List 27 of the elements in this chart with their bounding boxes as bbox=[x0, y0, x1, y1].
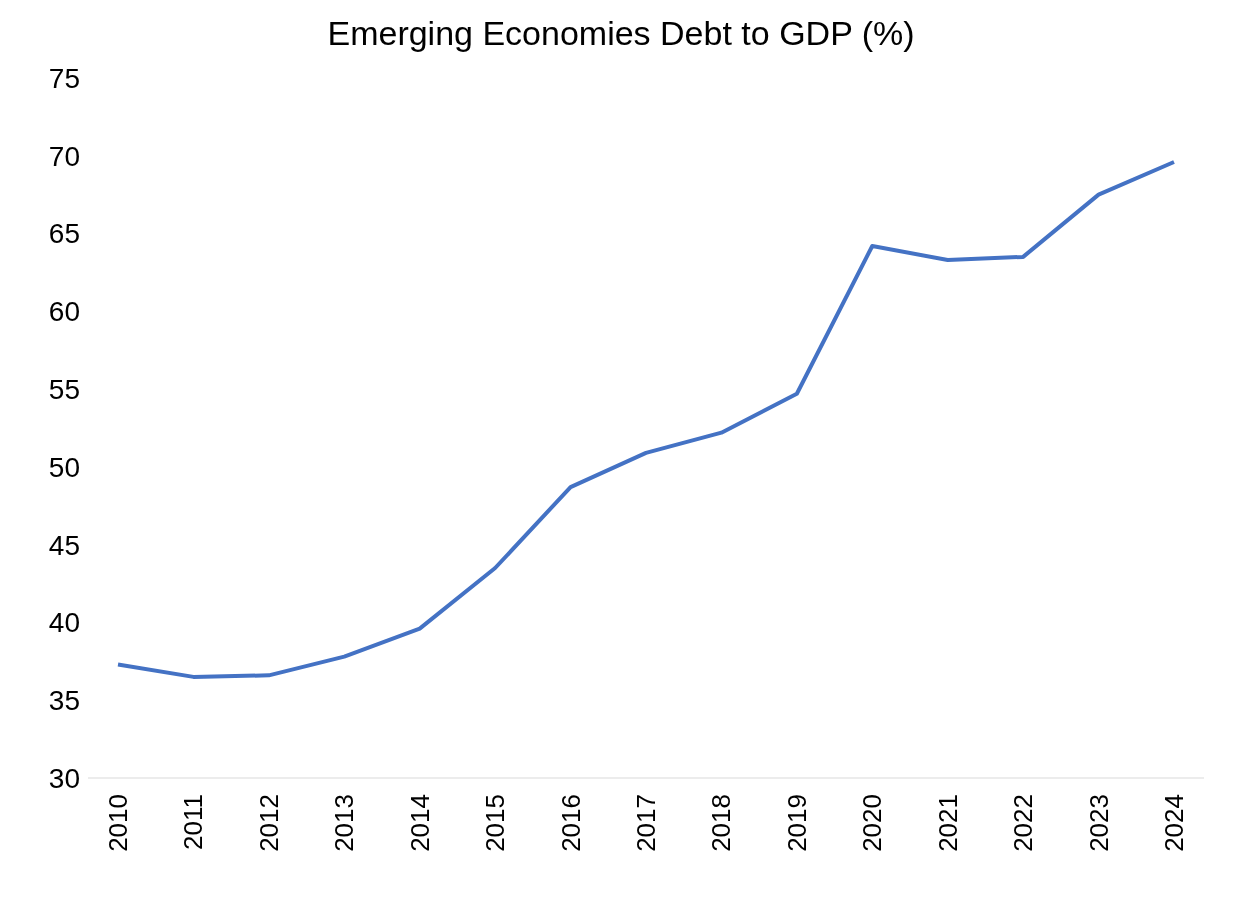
line-series bbox=[116, 160, 1176, 679]
x-tick-label: 2014 bbox=[404, 794, 435, 852]
x-tick-label: 2019 bbox=[781, 794, 812, 852]
x-tick-label: 2010 bbox=[103, 794, 133, 852]
y-tick-label: 60 bbox=[48, 296, 80, 328]
y-tick-label: 70 bbox=[48, 140, 80, 172]
chart-title: Emerging Economies Debt to GDP (%) bbox=[326, 13, 916, 54]
x-tick-label: 2023 bbox=[1083, 794, 1114, 852]
x-tick-label: 2021 bbox=[932, 794, 963, 852]
y-tick-label: 55 bbox=[48, 374, 80, 406]
x-tick-label: 2017 bbox=[631, 794, 661, 852]
y-tick-label: 50 bbox=[48, 451, 80, 483]
y-tick-label: 75 bbox=[48, 62, 80, 94]
x-tick-label: 2024 bbox=[1159, 794, 1189, 852]
y-tick-label: 45 bbox=[48, 529, 80, 561]
x-tick-label: 2015 bbox=[480, 794, 511, 852]
x-tick-label: 2020 bbox=[857, 794, 888, 852]
x-tick-label: 2011 bbox=[178, 794, 209, 850]
x-tick-label: 2018 bbox=[706, 794, 737, 852]
y-tick-label: 65 bbox=[48, 218, 80, 250]
x-tick-label: 2022 bbox=[1008, 794, 1039, 852]
y-tick-label: 35 bbox=[48, 685, 80, 717]
x-tick-label: 2013 bbox=[329, 794, 360, 852]
y-tick-label: 30 bbox=[48, 762, 80, 794]
x-tick-label: 2012 bbox=[253, 794, 284, 852]
x-tick-label: 2016 bbox=[555, 794, 586, 852]
y-tick-label: 40 bbox=[48, 607, 80, 639]
